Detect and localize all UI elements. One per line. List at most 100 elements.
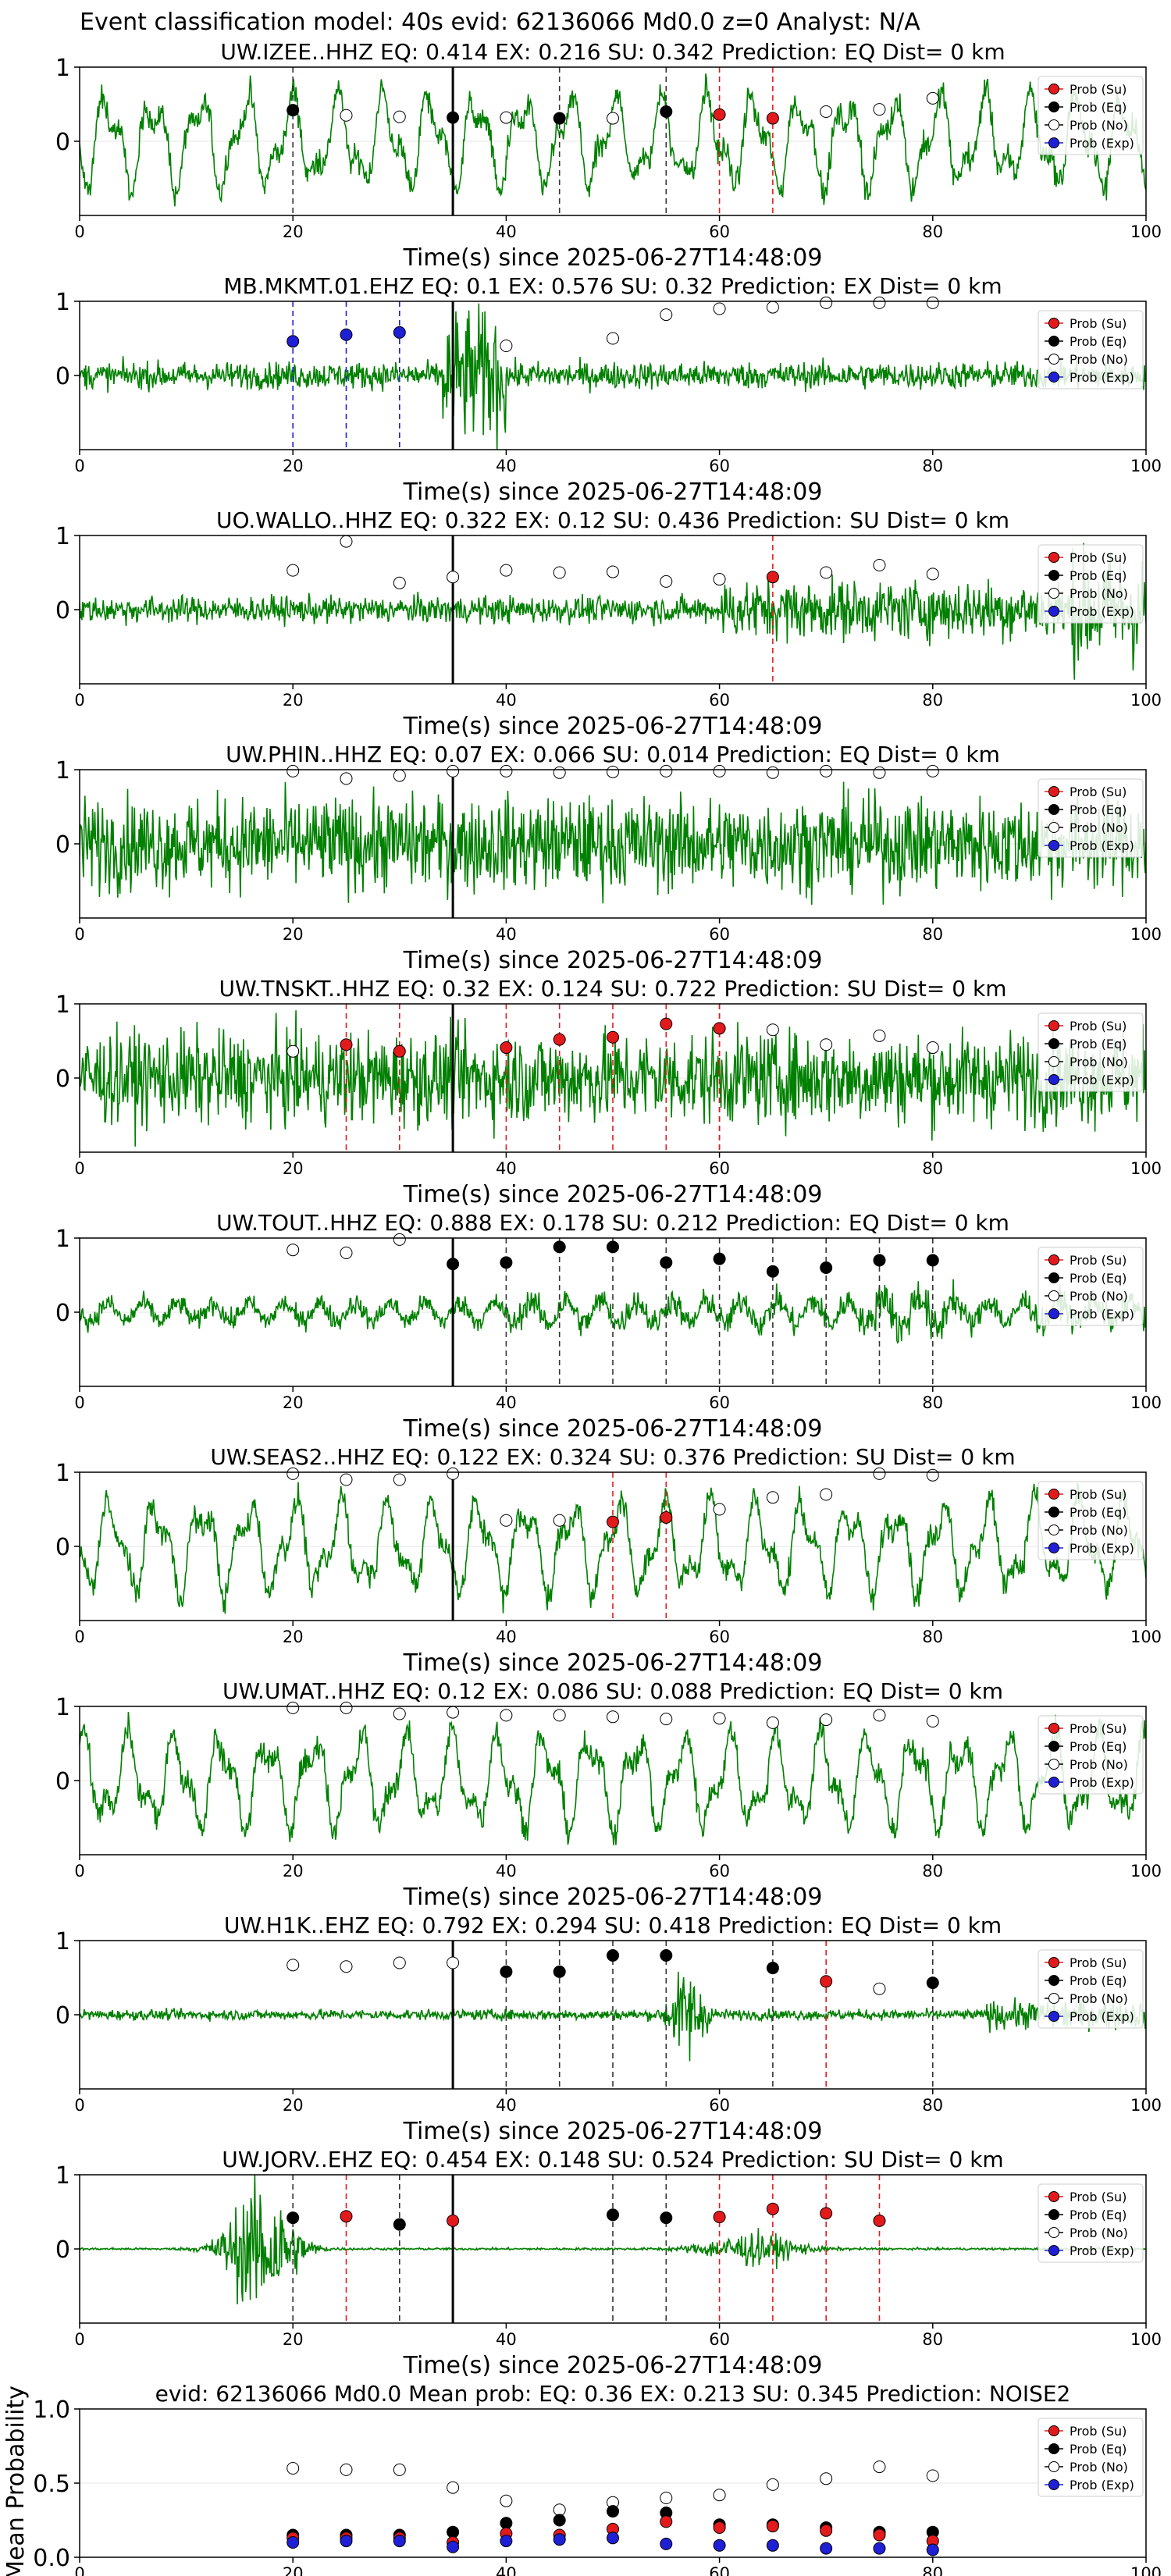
prob-point-eq [660,1256,673,1269]
prob-point-eq [820,1261,833,1274]
subplot-10: evid: 62136066 Md0.0 Mean prob: EQ: 0.36… [2,2381,1162,2576]
x-tick-label: 80 [922,1393,943,1412]
prob-point-su [447,2214,460,2227]
prob-point-no [926,764,939,777]
prob-point-no [873,1982,886,1995]
legend-label: Prob (Su) [1070,1487,1127,1502]
x-axis-label: Time(s) since 2025-06-27T14:48:09 [403,1884,823,1911]
x-tick-label: 100 [1130,1393,1162,1412]
x-tick-label: 20 [283,2564,304,2576]
prob-point-eq [660,1949,673,1962]
legend-label: Prob (Exp) [1070,2243,1134,2258]
legend-label: Prob (Su) [1070,785,1127,799]
x-tick-label: 0 [74,2330,84,2349]
x-tick-label: 40 [496,2564,517,2576]
legend-marker [1048,318,1059,329]
legend-marker [1048,1489,1059,1500]
prob-point-no [393,1473,406,1486]
prob-point-eq [553,1965,566,1978]
prob-point-no [873,559,886,571]
legend-marker [1048,372,1059,382]
subplot-9: UW.JORV..EHZ EQ: 0.454 EX: 0.148 SU: 0.5… [55,2147,1162,2379]
legend-label: Prob (No) [1070,586,1128,601]
subplot-title: UW.UMAT..HHZ EQ: 0.12 EX: 0.086 SU: 0.08… [222,1678,1003,1704]
legend-marker [1048,570,1059,581]
prob-point-no [500,111,513,124]
prob-point-no [287,1959,300,1972]
y-tick-label: 0 [55,1300,70,1327]
prob-point-no [660,575,673,588]
legend-marker [1048,822,1059,833]
prob-point-no [873,296,886,309]
legend-label: Prob (Eq) [1070,1505,1127,1520]
legend-marker [1048,137,1059,148]
prob-point-eq [660,2211,673,2225]
y-tick-label: 1 [55,1694,70,1721]
prob-point-no [287,764,300,777]
prob-point-no [713,573,726,586]
prob-point-no [340,1473,353,1486]
legend-label: Prob (Exp) [1070,1073,1134,1087]
legend-marker [1048,1957,1059,1968]
prob-point-no [820,764,833,777]
seismic-trace [80,2175,1146,2305]
prob-point-no [766,2478,779,2491]
prob-point-no [447,1956,460,1969]
prob-point-no [926,296,939,309]
prob-point-eq [607,1949,619,1962]
legend-label: Prob (Eq) [1070,100,1127,115]
y-axis-label: Mean Probability [2,2386,30,2576]
prob-point-exp [287,2536,300,2549]
prob-point-su [340,2210,353,2223]
subplot-title: UO.WALLO..HHZ EQ: 0.322 EX: 0.12 SU: 0.4… [216,507,1009,533]
prob-point-no [660,308,673,322]
x-tick-label: 80 [922,1862,943,1880]
subplot-title: UW.JORV..EHZ EQ: 0.454 EX: 0.148 SU: 0.5… [222,2147,1003,2172]
legend-label: Prob (Su) [1070,2190,1127,2204]
x-tick-label: 40 [496,2096,517,2115]
legend-label: Prob (Su) [1070,1955,1127,1970]
y-tick-label: 0 [55,129,70,156]
legend-box [1038,310,1144,390]
x-tick-label: 100 [1130,2096,1162,2115]
prob-point-exp [873,2542,886,2555]
legend-label: Prob (Eq) [1070,568,1127,583]
x-tick-label: 0 [74,457,84,475]
legend-marker [1048,1759,1059,1770]
legend-box [1038,778,1144,858]
prob-point-no [500,340,513,352]
x-tick-label: 80 [922,2564,943,2576]
prob-point-su [607,1030,619,1044]
legend-box [1038,1715,1144,1795]
seismic-trace [80,1010,1146,1147]
legend-box [1038,2418,1144,2497]
seismic-trace [80,1482,1146,1614]
prob-point-su [766,112,779,125]
legend-box [1038,1012,1144,1092]
prob-point-eq [607,2208,619,2222]
seismic-trace [80,1971,1146,2062]
legend-label: Prob (Eq) [1070,1739,1127,1754]
prob-point-no [500,764,513,777]
legend-marker [1048,1993,1059,2004]
x-axis-label: Time(s) since 2025-06-27T14:48:09 [403,1415,823,1443]
prob-point-exp [766,2539,779,2552]
x-tick-label: 80 [922,691,943,710]
prob-point-no [820,296,833,309]
prob-point-no [766,766,779,779]
figure-suptitle: Event classification model: 40s evid: 62… [80,9,920,36]
prob-point-no [926,1715,939,1727]
x-tick-label: 100 [1130,1862,1162,1880]
legend-marker [1048,2191,1059,2202]
prob-point-su [713,1022,726,1035]
prob-point-no [660,764,673,777]
prob-point-su [820,2524,833,2537]
prob-point-no [393,110,406,123]
subplot-title: evid: 62136066 Md0.0 Mean prob: EQ: 0.36… [155,2381,1071,2407]
prob-point-eq [660,105,673,118]
x-tick-label: 100 [1130,2330,1162,2349]
prob-point-no [607,565,619,578]
prob-point-ex [287,335,300,348]
legend-marker [1048,1056,1059,1067]
x-tick-label: 20 [283,1628,304,1646]
